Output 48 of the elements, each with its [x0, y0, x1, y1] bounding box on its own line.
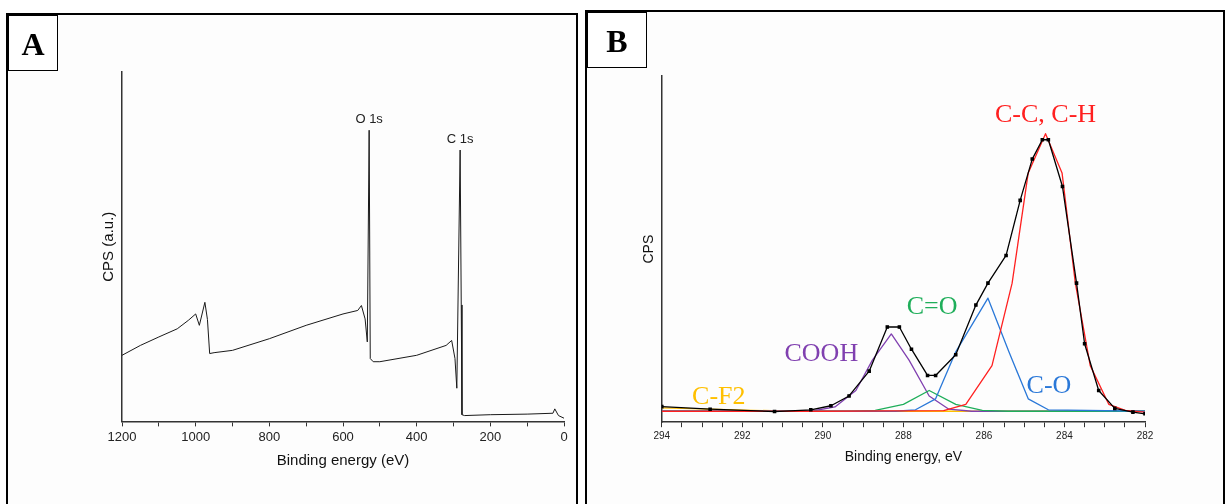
x-tick-label: 600	[332, 428, 354, 444]
x-tick-label: 294	[653, 429, 671, 441]
text: C=O	[906, 291, 958, 321]
point	[909, 347, 914, 351]
x-axis-title: Binding energy (eV)	[276, 451, 410, 469]
point	[867, 369, 871, 373]
point	[1074, 281, 1079, 285]
y-axis-title: CPS	[640, 234, 657, 264]
series-label: C-F2	[692, 380, 746, 410]
point	[1131, 410, 1135, 414]
point	[829, 403, 833, 408]
x-axis-title: Binding energy, eV	[844, 448, 963, 465]
x-tick-label: 800	[258, 428, 281, 444]
point	[974, 303, 978, 307]
point	[847, 394, 851, 398]
point	[1004, 253, 1008, 258]
x-tick-label: 400	[405, 428, 428, 444]
point	[1082, 341, 1087, 346]
chart-title: A	[8, 15, 58, 71]
y-axis-title: CPS (a.u.)	[99, 211, 117, 282]
x-tick-label: 282	[1136, 429, 1154, 441]
series-label: COOH	[784, 337, 859, 367]
point	[1040, 137, 1045, 142]
point	[1046, 137, 1051, 142]
series-label: C-O	[1026, 369, 1072, 399]
point	[1030, 157, 1035, 161]
x-tick-label: 1200	[107, 428, 137, 444]
point	[809, 408, 813, 412]
point	[986, 281, 990, 285]
x-tick-label: 290	[814, 429, 832, 441]
series-label: C-C, C-H	[994, 98, 1097, 128]
point	[661, 404, 664, 409]
x-tick-label: 292	[733, 429, 752, 441]
point	[897, 325, 902, 329]
x-tick-label: 286	[975, 429, 993, 441]
x-tick-label: 284	[1056, 429, 1074, 441]
point	[708, 407, 712, 411]
annotation: O 1s	[355, 111, 384, 127]
annotation: C 1s	[446, 131, 474, 147]
x-tick-label: 0	[560, 428, 568, 444]
chart-title: B	[587, 12, 647, 68]
x-tick-label: 200	[479, 428, 502, 444]
x-tick-label: 1000	[181, 428, 211, 444]
point	[885, 325, 890, 329]
point	[1113, 406, 1117, 411]
point	[953, 352, 958, 357]
point	[1018, 198, 1022, 203]
x-tick-label: 288	[895, 429, 913, 441]
